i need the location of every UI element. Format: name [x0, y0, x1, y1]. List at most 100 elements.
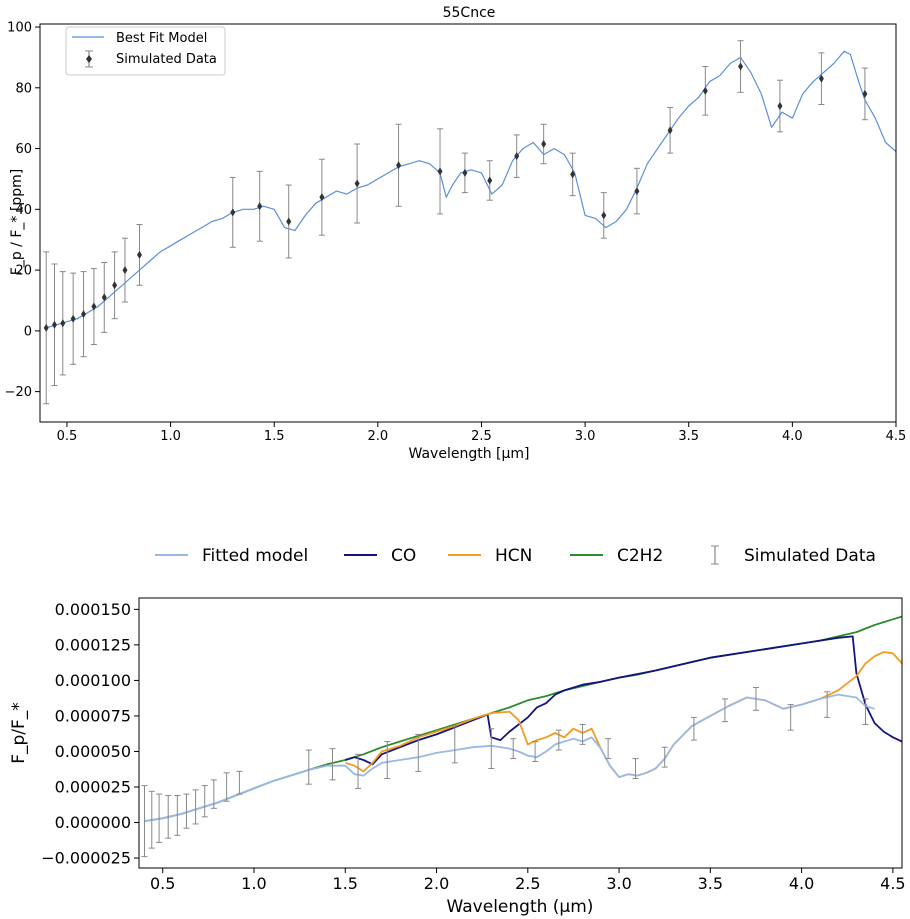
simulated-data-point [136, 250, 142, 259]
x-tick-label: 0.5 [150, 874, 175, 893]
simulated-data-errorbar [451, 725, 458, 764]
simulated-data-point [319, 193, 325, 202]
x-tick-label: 3.5 [698, 874, 723, 893]
simulated-data-errorbar [43, 251, 50, 405]
x-tick-label: 3.5 [678, 429, 699, 444]
simulated-data-errorbar [862, 698, 869, 725]
simulated-data-point [70, 314, 76, 323]
legend-co-label: CO [391, 546, 416, 566]
simulated-data-errorbar [633, 167, 640, 215]
simulated-data-point [541, 140, 547, 149]
simulated-data-errorbar [510, 738, 517, 760]
simulated-data-point [81, 310, 87, 319]
simulated-data-errorbar [632, 758, 639, 779]
y-tick-label: 40 [15, 203, 32, 218]
chart-top-frame [39, 23, 897, 423]
simulated-data-errorbar [90, 268, 97, 346]
simulated-data-errorbar [70, 272, 77, 365]
simulated-data-errorbar [532, 741, 539, 762]
simulated-data-errorbar [256, 170, 263, 242]
y-tick-label: −20 [5, 385, 32, 400]
x-tick-label: 4.5 [880, 874, 905, 893]
y-tick-label: 100 [7, 21, 32, 36]
simulated-data-errorbar [355, 753, 362, 789]
simulated-data-point [60, 319, 66, 328]
chart-top-title: 55Cnce [443, 5, 496, 21]
simulated-data-point [257, 202, 263, 211]
c2h2-line [144, 615, 902, 822]
chart-bottom-x-axis-label: Wavelength (μm) [447, 897, 594, 917]
simulated-data-point [91, 302, 97, 311]
simulated-data-point [777, 102, 783, 111]
simulated-data-point [230, 208, 236, 217]
simulated-data-point [396, 161, 402, 170]
chart-bottom-frame [138, 597, 903, 869]
simulated-data-errorbar [111, 251, 118, 320]
simulated-data-point [634, 187, 640, 196]
simulated-data-point [52, 320, 58, 329]
y-tick-label: 0.000050 [55, 742, 131, 761]
simulated-data-errorbar [540, 123, 547, 165]
y-tick-label: 0.000075 [55, 707, 131, 726]
legend-simulated-data-marker [86, 55, 92, 63]
legend-c2h2-label: C2H2 [617, 546, 663, 566]
simulated-data-errorbar [210, 779, 217, 809]
chart-bottom-y-ticks: −0.000025 0.000000 0.000025 0.000050 0.00007… [41, 600, 139, 868]
simulated-data-errorbar [661, 746, 668, 768]
simulated-data-errorbar [51, 263, 58, 387]
y-tick-label: 80 [15, 81, 32, 96]
chart-bottom: 0.5 1.0 1.5 2.0 2.5 3.0 3.5 4.0 4.5 −0.000025 0.0… [9, 597, 906, 917]
simulated-data-errorbar [818, 52, 825, 106]
chart-top-y-axis-label: F_p / F_* [ppm] [9, 169, 25, 275]
simulated-data-point [818, 74, 824, 83]
chart-top-y-ticks: −20 0 20 40 60 80 100 [5, 21, 40, 400]
y-tick-label: 0 [24, 324, 32, 339]
simulated-data-errorbar [141, 785, 148, 858]
simulated-data-errorbar [201, 785, 208, 818]
x-tick-label: 1.0 [160, 429, 181, 444]
chart-top-legend: Best Fit Model Simulated Data [65, 26, 226, 76]
simulated-data-errorbar [354, 143, 361, 224]
simulated-data-errorbar [667, 107, 674, 154]
x-tick-label: 2.5 [515, 874, 540, 893]
simulated-data-errorbar [183, 793, 190, 829]
hcn-line [345, 651, 902, 778]
chart-bottom-plot-area [141, 615, 902, 858]
simulated-data-point [738, 62, 744, 71]
simulated-data-errorbar [192, 789, 199, 825]
simulated-data-errorbar [824, 691, 831, 718]
x-tick-label: 1.0 [241, 874, 266, 893]
simulated-data-errorbar [437, 128, 444, 215]
simulated-data-errorbar [80, 271, 87, 358]
simulated-data-errorbar [579, 723, 586, 745]
simulated-data-errorbar [737, 40, 744, 93]
x-tick-label: 4.5 [886, 429, 907, 444]
simulated-data-point [862, 89, 868, 98]
simulated-data-errorbar [229, 176, 236, 248]
y-tick-label: 60 [15, 142, 32, 157]
simulated-data-errorbar [605, 738, 612, 760]
legend-hcn-label: HCN [495, 546, 532, 566]
simulated-data-errorbar [486, 160, 493, 201]
legend-simulated-data-label-2: Simulated Data [744, 546, 876, 566]
y-tick-label: 0.000025 [55, 778, 131, 797]
chart-bottom-legend: Fitted model CO HCN C2H2 Simulated Data [155, 545, 876, 566]
y-tick-label: −0.000025 [41, 849, 131, 868]
simulated-data-errorbar [329, 748, 336, 781]
x-tick-label: 2.0 [424, 874, 449, 893]
simulated-data-errorbar [165, 795, 172, 839]
simulated-data-errorbar [861, 67, 868, 121]
y-tick-label: 0.000100 [55, 671, 131, 690]
simulated-data-errorbar [384, 741, 391, 779]
simulated-data-errorbar [148, 790, 155, 849]
x-tick-label: 1.5 [333, 874, 358, 893]
simulated-data-errorbar [721, 698, 728, 723]
chart-top-plot-area [43, 40, 896, 405]
x-tick-label: 3.0 [575, 429, 596, 444]
x-tick-label: 2.5 [471, 429, 492, 444]
chart-top-x-axis-label: Wavelength [μm] [409, 446, 530, 462]
simulated-data-point [601, 211, 607, 220]
legend-best-fit-label: Best Fit Model [116, 31, 207, 46]
simulated-data-point [122, 266, 128, 275]
